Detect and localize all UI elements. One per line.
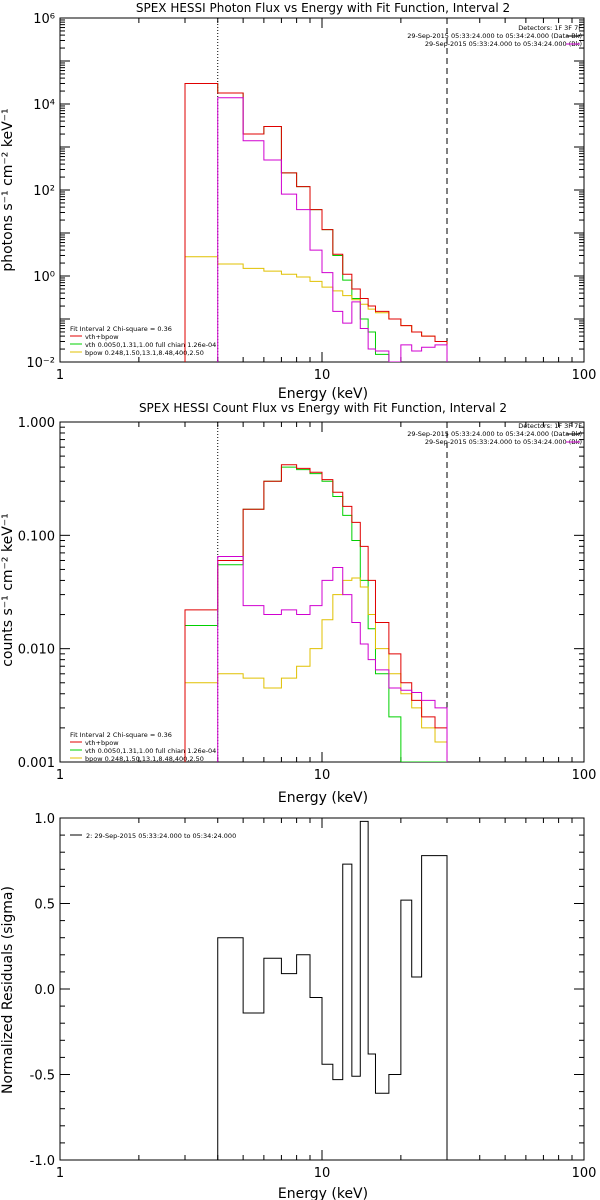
residuals-legend-label: 2: 29-Sep-2015 05:33:24.000 to 05:34:24.… (86, 832, 236, 840)
y-tick-label: 0.001 (18, 756, 55, 771)
photon-fit-line-1: Fit Interval 2 Chi-square = 0.36 (70, 325, 172, 333)
y-tick-label: 10² (33, 184, 55, 199)
y-tick-label: 1.000 (18, 416, 55, 431)
photon-info-line-1: Detectors: 1F 3F 7F (518, 24, 582, 32)
photon-info-line-3: 29-Sep-2015 05:33:24.000 to 05:34:24.000… (425, 40, 582, 48)
photon-flux-title: SPEX HESSI Photon Flux vs Energy with Fi… (136, 1, 510, 15)
bpow-series-1 (184, 577, 448, 762)
photon-fit-line-4: bpow 0.248,1.50,13.1,8.48,400,2.50 (85, 349, 204, 357)
x-tick-label: 10 (314, 368, 331, 383)
x-tick-label: 100 (572, 768, 597, 783)
x-tick-label: 1 (56, 368, 64, 383)
total-series-0 (184, 82, 448, 362)
residuals-panel: Energy (keV) Normalized Residuals (sigma… (0, 812, 596, 1200)
count-flux-ylabel: counts s⁻¹ cm⁻² keV⁻¹ (0, 513, 16, 667)
count-flux-title: SPEX HESSI Count Flux vs Energy with Fit… (139, 401, 507, 415)
data-series-0 (217, 97, 448, 362)
x-tick-label: 10 (314, 1166, 331, 1181)
y-tick-label: 10⁶ (33, 12, 55, 27)
y-tick-label: 0.0 (34, 983, 55, 998)
photon-fit-line-2: vth+bpow (85, 333, 119, 341)
photon-info-line-2: 29-Sep-2015 05:33:24.000 to 05:34:24.000… (407, 32, 582, 40)
y-tick-label: 10⁻² (26, 356, 55, 371)
y-tick-label: 0.100 (18, 529, 55, 544)
count-info-line-1: Detectors: 1F 3F 7F (518, 422, 582, 430)
count-flux-panel: SPEX HESSI Count Flux vs Energy with Fit… (0, 401, 596, 806)
photon-flux-ylabel: photons s⁻¹ cm⁻² keV⁻¹ (0, 108, 16, 271)
y-tick-label: -0.5 (30, 1069, 55, 1084)
count-info-line-3: 29-Sep-2015 05:33:24.000 to 05:34:24.000… (425, 438, 582, 446)
data-series-1 (217, 556, 448, 762)
y-tick-label: -1.0 (30, 1154, 55, 1169)
axis-series-2 (217, 820, 448, 1160)
x-tick-label: 100 (572, 368, 597, 383)
count-fit-line-4: bpow 0.248,1.50,13.1,8.48,400,2.50 (85, 755, 204, 763)
x-tick-label: 1 (56, 1166, 64, 1181)
count-fit-line-2: vth+bpow (85, 739, 119, 747)
y-tick-label: 10⁰ (33, 270, 55, 285)
x-tick-label: 100 (572, 1166, 597, 1181)
y-tick-label: 0.010 (18, 643, 55, 658)
residuals-ylabel: Normalized Residuals (sigma) (0, 886, 16, 1094)
photon-flux-panel: SPEX HESSI Photon Flux vs Energy with Fi… (0, 1, 596, 402)
y-tick-label: 1.0 (34, 812, 55, 827)
x-tick-label: 10 (314, 768, 331, 783)
count-flux-xlabel: Energy (keV) (278, 790, 368, 806)
residuals-xlabel: Energy (keV) (278, 1186, 368, 1200)
photon-fit-line-3: vth 0.0050,1.31,1.00 full chian 1.26e-04 (85, 341, 216, 349)
x-tick-label: 1 (56, 768, 64, 783)
count-info-line-2: 29-Sep-2015 05:33:24.000 to 05:34:24.000… (407, 430, 582, 438)
count-fit-line-3: vth 0.0050,1.31,1.00 full chian 1.26e-04 (85, 747, 216, 755)
photon-flux-xlabel: Energy (keV) (278, 386, 368, 402)
y-tick-label: 10⁴ (33, 98, 55, 113)
count-fit-line-1: Fit Interval 2 Chi-square = 0.36 (70, 731, 172, 739)
y-tick-label: 0.5 (34, 898, 55, 913)
